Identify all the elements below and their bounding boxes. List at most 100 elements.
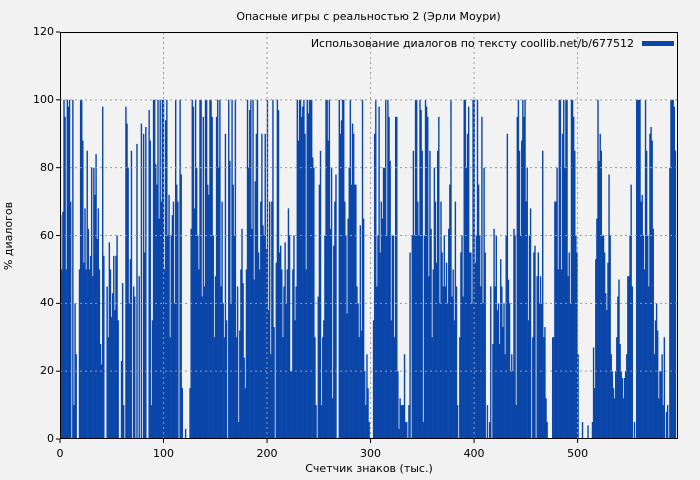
bar xyxy=(526,167,528,440)
y-tick-label: 40 xyxy=(40,296,54,310)
bar xyxy=(255,133,258,439)
bar xyxy=(621,377,624,439)
bar xyxy=(546,422,548,439)
bar xyxy=(117,320,119,439)
bar xyxy=(106,286,108,440)
bar xyxy=(280,245,282,439)
bar xyxy=(94,194,96,439)
bar xyxy=(223,337,226,439)
y-tick-label: 20 xyxy=(40,364,54,378)
bar xyxy=(515,405,517,439)
bar xyxy=(386,235,388,439)
bar xyxy=(261,133,263,439)
bar xyxy=(225,320,228,439)
bar xyxy=(234,99,237,439)
bar xyxy=(73,405,75,439)
bar xyxy=(343,99,345,439)
legend-label: Использование диалогов по тексту coollib… xyxy=(310,37,634,50)
bar xyxy=(534,245,536,439)
bar xyxy=(529,208,532,439)
bar xyxy=(498,344,501,439)
bar xyxy=(108,242,111,439)
bar xyxy=(436,150,439,439)
bar xyxy=(419,99,421,439)
bar xyxy=(349,99,352,439)
bar xyxy=(378,106,380,440)
bar xyxy=(467,106,470,440)
bar xyxy=(434,201,437,439)
bar xyxy=(651,140,653,439)
bar xyxy=(476,99,479,439)
bar xyxy=(103,255,105,439)
bar xyxy=(284,242,286,439)
bar xyxy=(453,320,455,439)
bar xyxy=(213,337,216,439)
bar xyxy=(111,293,114,439)
bar xyxy=(320,405,323,439)
bar xyxy=(435,262,438,439)
bar xyxy=(324,235,326,439)
bar xyxy=(216,99,219,439)
bar xyxy=(345,235,347,439)
bar xyxy=(637,99,639,439)
bar xyxy=(404,422,407,439)
bar xyxy=(422,422,425,439)
bar xyxy=(516,116,518,439)
bar xyxy=(406,422,408,439)
bar xyxy=(399,398,401,439)
bar xyxy=(609,235,611,439)
x-tick-label: 0 xyxy=(56,447,64,460)
bar xyxy=(390,320,392,439)
bar xyxy=(346,313,348,439)
y-tick-label: 0 xyxy=(47,432,54,445)
bar xyxy=(95,154,97,439)
bar xyxy=(566,99,568,439)
bar xyxy=(464,99,467,439)
bar xyxy=(626,354,628,439)
bar xyxy=(357,303,359,439)
bar xyxy=(659,371,661,439)
bar xyxy=(283,286,285,440)
bar xyxy=(281,269,283,439)
bar xyxy=(536,276,538,439)
bar xyxy=(658,398,660,439)
bar xyxy=(592,347,595,439)
y-tick-label: 120 xyxy=(33,25,54,38)
bar xyxy=(501,286,503,440)
bar xyxy=(202,116,205,439)
bar xyxy=(292,269,294,439)
bar xyxy=(413,235,416,439)
bar xyxy=(372,320,375,439)
bar xyxy=(126,123,128,439)
bar xyxy=(254,181,256,440)
bar xyxy=(571,99,574,439)
bar xyxy=(518,150,521,439)
bar xyxy=(235,337,238,439)
x-tick-label: 300 xyxy=(360,447,382,460)
bar xyxy=(500,259,502,439)
bar xyxy=(304,133,306,439)
bar xyxy=(109,269,112,439)
bar xyxy=(333,245,335,439)
bar xyxy=(83,262,85,439)
bar xyxy=(306,99,308,439)
bar xyxy=(297,140,300,439)
bar xyxy=(466,133,469,439)
bar xyxy=(96,238,98,439)
bar xyxy=(79,99,82,439)
bar xyxy=(61,269,63,439)
bar xyxy=(608,174,610,439)
bar xyxy=(445,262,448,439)
bar xyxy=(462,296,464,439)
bar xyxy=(557,269,559,439)
bar xyxy=(173,303,176,439)
bar xyxy=(244,388,247,440)
bar xyxy=(87,228,90,439)
bar xyxy=(433,167,436,440)
bar xyxy=(110,316,113,439)
bar xyxy=(543,337,545,439)
bar xyxy=(275,262,277,439)
bar xyxy=(622,398,625,439)
bar xyxy=(443,235,446,439)
bar xyxy=(317,296,319,439)
